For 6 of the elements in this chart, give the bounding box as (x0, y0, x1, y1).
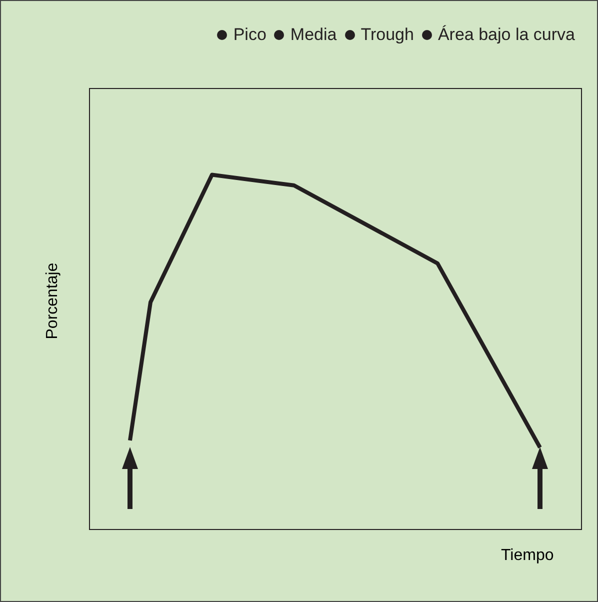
text: Trough (360, 25, 414, 44)
text: Pico (233, 25, 266, 44)
text: Media (290, 25, 337, 44)
text: Área bajo la curva (438, 25, 575, 44)
x-axis-title: Tiempo (501, 547, 554, 565)
y-axis-title: Porcentaje (44, 262, 62, 340)
